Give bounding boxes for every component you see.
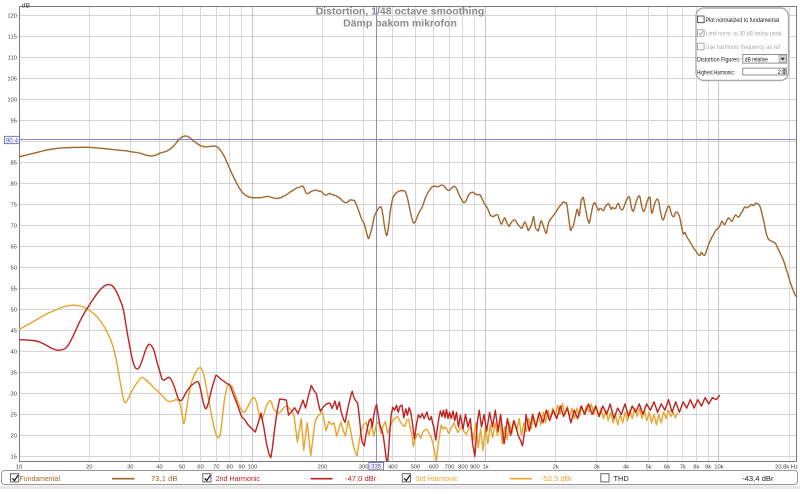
svg-text:800: 800 (458, 465, 468, 471)
svg-text:600: 600 (429, 465, 439, 471)
svg-text:Limit norm. to 30 dB below pea: Limit norm. to 30 dB below peak (706, 31, 783, 38)
svg-text:80: 80 (11, 182, 17, 188)
svg-text:20.8k Hz: 20.8k Hz (775, 465, 798, 471)
svg-text:7k: 7k (680, 465, 686, 471)
svg-text:20: 20 (86, 465, 92, 471)
svg-text:120: 120 (7, 14, 17, 20)
svg-text:90.4: 90.4 (6, 137, 19, 144)
svg-text:-47,0 dBr: -47,0 dBr (345, 474, 377, 483)
svg-text:10k: 10k (714, 465, 723, 471)
svg-text:75: 75 (11, 203, 17, 209)
svg-text:dB: dB (22, 3, 31, 10)
svg-text:3rd Harmonic: 3rd Harmonic (416, 474, 459, 483)
svg-text:65: 65 (11, 245, 17, 251)
svg-text:85: 85 (11, 161, 17, 167)
svg-text:-52,5 dBr: -52,5 dBr (541, 474, 573, 483)
svg-text:2k: 2k (553, 465, 559, 471)
svg-text:50: 50 (11, 308, 17, 314)
svg-text:Plot normalized to fundamental: Plot normalized to fundamental (706, 17, 780, 24)
svg-text:2nd Harmonic: 2nd Harmonic (216, 474, 261, 483)
svg-text:100: 100 (7, 98, 17, 104)
svg-text:2: 2 (778, 69, 782, 76)
svg-text:35: 35 (11, 371, 17, 377)
svg-text:Distortion, 1/48 octave smooth: Distortion, 1/48 octave smoothing (316, 6, 485, 18)
svg-text:50: 50 (179, 465, 185, 471)
svg-text:110: 110 (8, 56, 17, 62)
svg-text:55: 55 (11, 287, 17, 293)
svg-text:1k: 1k (483, 465, 489, 471)
svg-text:300: 300 (359, 465, 369, 471)
svg-text:400: 400 (388, 465, 398, 471)
svg-text:Use harmonic frequency as ref: Use harmonic frequency as ref (706, 44, 781, 51)
svg-text:100: 100 (247, 465, 257, 471)
svg-text:95: 95 (11, 119, 17, 125)
svg-text:6k: 6k (664, 465, 670, 471)
svg-text:80: 80 (226, 465, 232, 471)
svg-text:900: 900 (470, 465, 480, 471)
svg-text:45: 45 (11, 329, 17, 335)
svg-text:9k: 9k (705, 465, 711, 471)
svg-text:105: 105 (7, 77, 17, 83)
svg-text:70: 70 (213, 465, 219, 471)
svg-text:10: 10 (16, 465, 22, 471)
svg-text:Distortion Figures:: Distortion Figures: (697, 57, 741, 64)
svg-text:Highest Harmonic:: Highest Harmonic: (697, 70, 735, 77)
svg-text:30: 30 (127, 465, 133, 471)
svg-text:5k: 5k (646, 465, 652, 471)
svg-text:60: 60 (11, 266, 17, 272)
svg-text:dB relative: dB relative (745, 56, 768, 63)
svg-text:60: 60 (197, 465, 203, 471)
svg-text:700: 700 (445, 465, 455, 471)
svg-text:73,1 dB: 73,1 dB (151, 474, 178, 483)
svg-text:8k: 8k (693, 465, 699, 471)
svg-text:4k: 4k (623, 465, 629, 471)
svg-text:40: 40 (156, 465, 162, 471)
svg-text:THD: THD (614, 474, 629, 483)
svg-text:30: 30 (11, 392, 17, 398)
svg-text:40: 40 (11, 350, 17, 356)
svg-text:20: 20 (11, 434, 17, 440)
svg-text:25: 25 (11, 413, 17, 419)
svg-text:-43,4 dBr: -43,4 dBr (742, 474, 774, 483)
svg-text:15: 15 (11, 455, 17, 461)
svg-text:Fundamental: Fundamental (20, 474, 61, 483)
svg-text:70: 70 (11, 224, 17, 230)
svg-text:200: 200 (318, 465, 328, 471)
svg-text:90: 90 (238, 465, 244, 471)
svg-text:500: 500 (411, 465, 421, 471)
svg-text:3k: 3k (594, 465, 600, 471)
svg-text:Dämp bakom mikrofon: Dämp bakom mikrofon (343, 18, 457, 30)
svg-text:335: 335 (371, 464, 382, 471)
svg-text:115: 115 (8, 35, 17, 41)
